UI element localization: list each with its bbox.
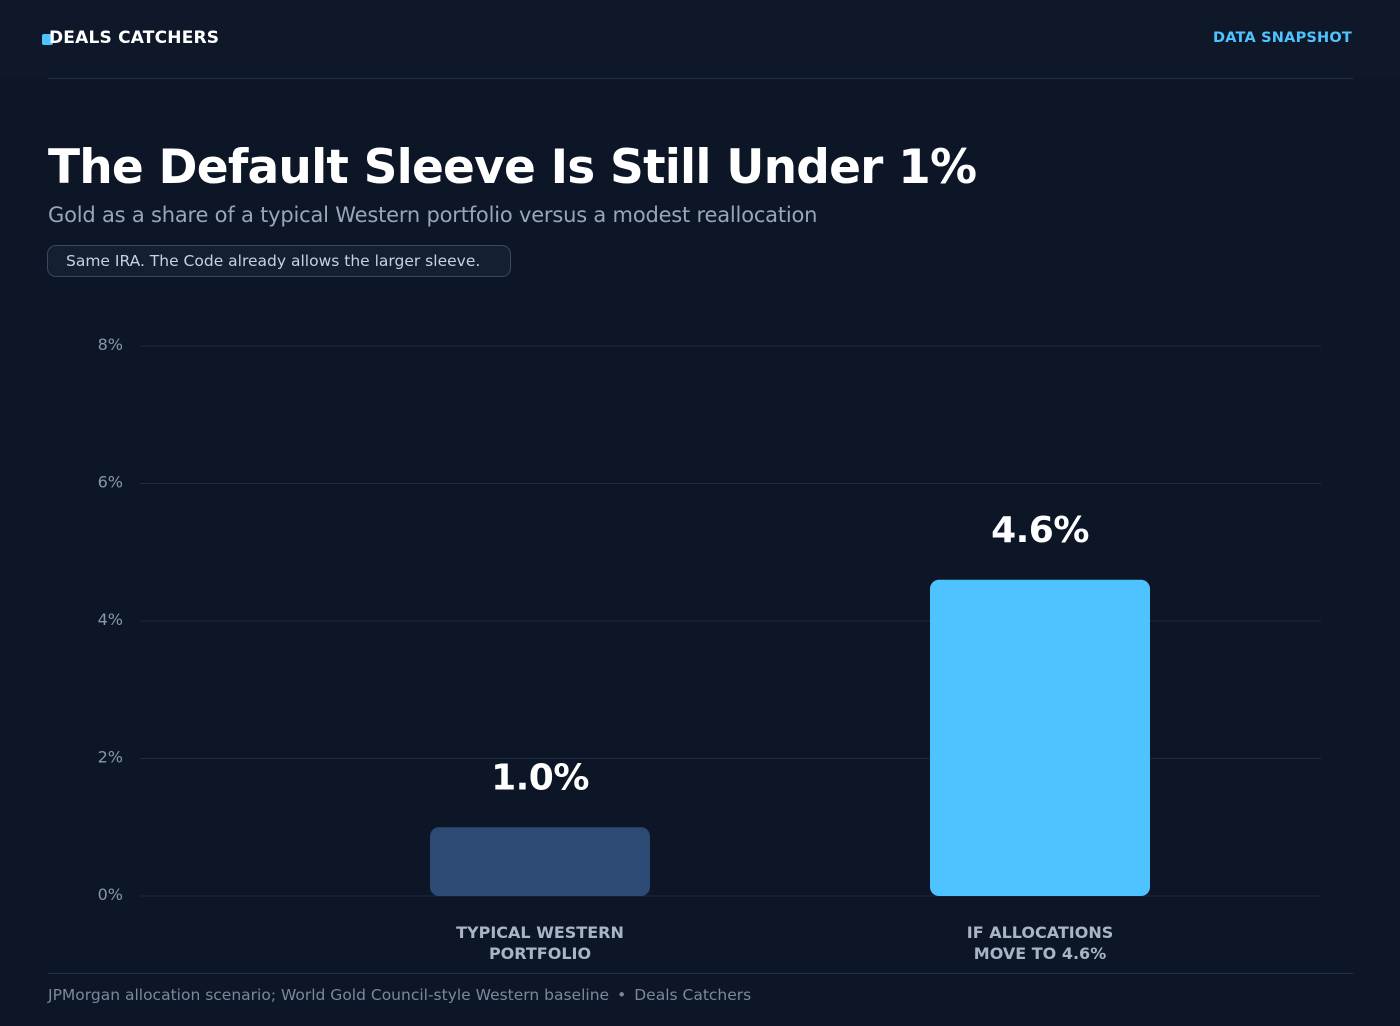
callout-badge: Same IRA. The Code already allows the la… xyxy=(47,245,511,277)
footer: JPMorgan allocation scenario; World Gold… xyxy=(48,986,751,1004)
y-tick-label: 4% xyxy=(98,610,123,629)
footer-source: JPMorgan allocation scenario; World Gold… xyxy=(48,986,610,1004)
header-divider xyxy=(48,78,1353,79)
footer-brand: Deals Catchers xyxy=(634,986,752,1004)
brand-name: DEALS CATCHERS xyxy=(49,28,220,48)
bar-chart: 0% 2% 4% 6% 8% 1.0% TYPICAL WESTERN PORTFOLIO 4.… xyxy=(98,335,1321,963)
bar xyxy=(930,579,1150,896)
footer-separator: • xyxy=(617,986,627,1004)
data-label: 1.0% xyxy=(491,757,589,798)
y-tick-label: 8% xyxy=(98,335,123,354)
brand-logo[interactable]: DEALS CATCHERS xyxy=(42,28,219,48)
data-snapshot-link[interactable]: DATA SNAPSHOT xyxy=(1213,30,1352,46)
bar xyxy=(430,827,650,896)
x-tick-label: PORTFOLIO xyxy=(489,944,591,963)
y-tick-label: 0% xyxy=(98,885,123,904)
data-label: 4.6% xyxy=(991,510,1089,551)
top-bar: DEALS CATCHERS DATA SNAPSHOT xyxy=(0,0,1400,78)
footer-divider xyxy=(48,973,1353,974)
y-tick-label: 2% xyxy=(98,748,123,767)
page-title: The Default Sleeve Is Still Under 1% xyxy=(48,140,977,195)
x-tick-label: IF ALLOCATIONS xyxy=(967,923,1114,942)
page-subtitle: Gold as a share of a typical Western por… xyxy=(48,203,818,227)
brand-square-icon xyxy=(42,34,53,45)
x-tick-label: MOVE TO 4.6% xyxy=(974,944,1106,963)
y-tick-label: 6% xyxy=(98,473,123,492)
x-tick-label: TYPICAL WESTERN xyxy=(456,923,624,942)
